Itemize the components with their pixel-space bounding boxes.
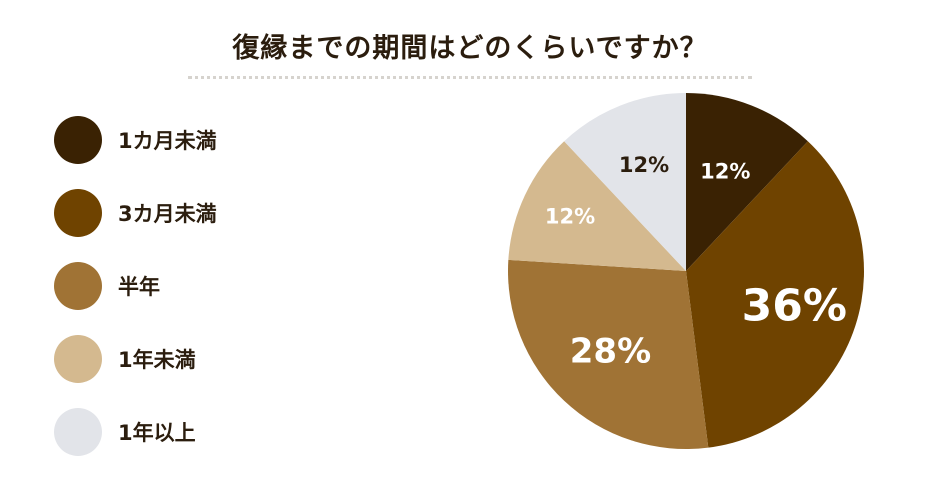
legend-item-5: 1年以上 <box>54 408 196 456</box>
title-dotted-divider <box>188 76 752 79</box>
legend-item-2: 3カ月未満 <box>54 189 217 237</box>
slice-value-label-2: 36% <box>742 281 847 332</box>
pie-slice-5 <box>564 93 686 271</box>
legend-label-2: 3カ月未満 <box>118 202 217 226</box>
legend-label-1: 1カ月未満 <box>118 129 217 153</box>
legend-label-4: 1年未満 <box>118 348 196 372</box>
slice-value-label-3: 28% <box>570 331 651 371</box>
pie-slice-2 <box>686 141 865 448</box>
slice-value-label-5: 12% <box>619 153 669 177</box>
pie-slice-1 <box>686 93 808 271</box>
pie-slice-3 <box>508 259 709 449</box>
legend-swatch-1 <box>54 116 102 164</box>
legend-item-4: 1年未満 <box>54 335 196 383</box>
legend-item-1: 1カ月未満 <box>54 116 217 164</box>
legend-swatch-3 <box>54 262 102 310</box>
pie-slice-4 <box>508 141 686 271</box>
slice-value-label-4: 12% <box>545 204 595 228</box>
legend-swatch-4 <box>54 335 102 383</box>
legend-label-3: 半年 <box>118 275 160 299</box>
legend-swatch-2 <box>54 189 102 237</box>
chart-title: 復縁までの期間はどのくらいですか？ <box>232 33 708 64</box>
legend-swatch-5 <box>54 408 102 456</box>
slice-value-label-1: 12% <box>700 160 750 184</box>
legend-label-5: 1年以上 <box>118 421 196 445</box>
legend-item-3: 半年 <box>54 262 160 310</box>
